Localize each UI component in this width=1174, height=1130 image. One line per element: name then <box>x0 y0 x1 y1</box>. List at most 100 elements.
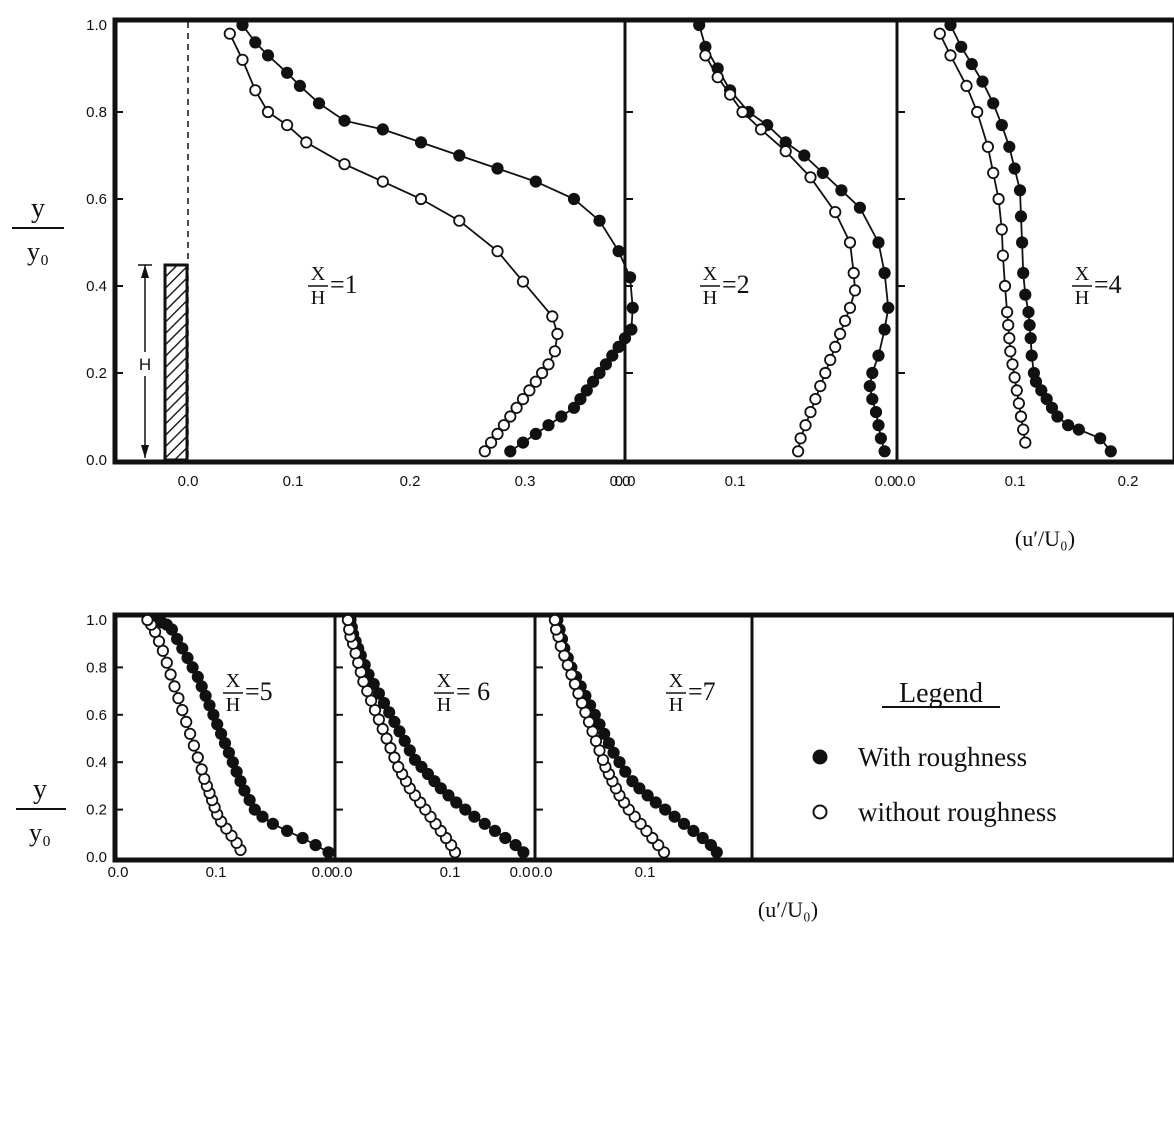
annotation-ratio: XH =2 <box>700 263 750 309</box>
data-point-with-roughness <box>866 392 879 406</box>
data-point-with-roughness <box>659 803 672 816</box>
bottom-x-axis-title: (u′/U₀) <box>758 897 818 922</box>
data-point-with-roughness <box>626 775 639 788</box>
data-point-with-roughness <box>1040 392 1053 406</box>
data-point-with-roughness <box>388 715 401 729</box>
data-point-with-roughness <box>266 817 279 830</box>
data-point-with-roughness <box>243 793 256 807</box>
annotation-numerator: X <box>703 263 718 285</box>
data-point-with-roughness <box>478 817 491 830</box>
data-point-with-roughness <box>626 301 639 314</box>
series-line-without-roughness <box>228 33 559 452</box>
data-point-without-roughness <box>1017 423 1030 436</box>
data-point-without-roughness <box>529 375 542 388</box>
data-point-without-roughness <box>824 353 837 366</box>
annotation-ratio: XH =1 <box>308 263 358 309</box>
x-tick-label: 0.2 <box>400 473 421 490</box>
x-tick-label: 0.0 <box>510 864 531 881</box>
data-point-with-roughness <box>450 796 463 809</box>
data-point-without-roughness <box>779 145 792 158</box>
data-point-without-roughness <box>711 71 724 84</box>
bottom-y-axis-title: y y₀ <box>16 774 66 847</box>
data-point-with-roughness <box>393 725 406 738</box>
data-point-without-roughness <box>261 105 275 119</box>
data-point-with-roughness <box>633 782 646 795</box>
data-point-with-roughness <box>567 192 581 206</box>
data-point-with-roughness <box>835 184 848 197</box>
data-point-with-roughness <box>1019 288 1032 301</box>
data-point-without-roughness <box>996 249 1010 262</box>
data-point-with-roughness <box>567 401 581 414</box>
data-point-without-roughness <box>453 214 466 227</box>
data-point-with-roughness <box>408 753 422 766</box>
data-point-without-roughness <box>1006 358 1019 371</box>
annotation-numerator: X <box>437 670 452 692</box>
data-point-without-roughness <box>847 266 860 280</box>
data-point-without-roughness <box>1000 305 1014 319</box>
data-point-with-roughness <box>612 340 625 353</box>
data-point-with-roughness <box>623 271 637 284</box>
data-point-with-roughness <box>872 349 885 362</box>
data-point-without-roughness <box>187 739 200 752</box>
data-point-without-roughness <box>960 79 973 93</box>
data-point-with-roughness <box>593 214 606 227</box>
x-tick-label: 0.0 <box>108 864 129 881</box>
data-point-with-roughness <box>976 75 989 88</box>
data-point-with-roughness <box>606 349 619 362</box>
data-point-with-roughness <box>599 358 613 371</box>
data-point-without-roughness <box>168 680 181 693</box>
data-point-with-roughness <box>256 810 269 823</box>
data-point-without-roughness <box>843 236 857 249</box>
data-point-with-roughness <box>869 405 883 419</box>
data-point-with-roughness <box>414 136 428 149</box>
data-point-without-roughness <box>799 419 812 432</box>
data-point-without-roughness <box>484 436 498 449</box>
data-point-without-roughness <box>992 192 1005 206</box>
data-point-with-roughness <box>955 40 968 53</box>
data-point-without-roughness <box>804 405 817 419</box>
top-ylabel-num: y <box>31 193 45 224</box>
data-point-without-roughness <box>944 49 957 62</box>
data-point-with-roughness <box>641 789 654 802</box>
data-point-with-roughness <box>280 824 294 838</box>
data-point-with-roughness <box>1062 419 1075 432</box>
data-point-with-roughness <box>1045 401 1059 414</box>
data-point-with-roughness <box>176 642 189 655</box>
y-tick-label: 0.6 <box>86 191 107 208</box>
data-point-without-roughness <box>535 366 549 380</box>
data-point-with-roughness <box>509 838 522 852</box>
data-point-with-roughness <box>816 166 829 179</box>
data-point-without-roughness <box>804 171 817 184</box>
x-tick-label: 0.0 <box>332 864 353 881</box>
data-point-without-roughness <box>1002 318 1015 332</box>
annotation-numerator: X <box>226 670 241 692</box>
data-point-with-roughness <box>613 756 626 769</box>
data-point-with-roughness <box>618 332 632 345</box>
data-point-without-roughness <box>300 136 313 149</box>
x-tick-label: 0.1 <box>283 473 304 490</box>
data-point-without-roughness <box>548 345 562 358</box>
data-point-without-roughness <box>699 49 712 62</box>
annotation-denominator: H <box>1075 287 1089 309</box>
data-point-with-roughness <box>649 796 662 809</box>
data-point-with-roughness <box>580 384 593 397</box>
data-point-with-roughness <box>607 746 620 759</box>
data-point-with-roughness <box>853 201 867 214</box>
data-point-with-roughness <box>602 737 616 750</box>
data-point-with-roughness <box>504 445 517 458</box>
data-point-without-roughness <box>160 656 173 669</box>
annotation-denominator: H <box>311 287 325 309</box>
data-point-without-roughness <box>180 715 193 729</box>
data-point-with-roughness <box>322 846 335 859</box>
data-point-with-roughness <box>995 119 1008 132</box>
panel-6: 0.0 0.1 XH =7 <box>532 613 723 881</box>
data-point-with-roughness <box>453 149 466 162</box>
data-point-without-roughness <box>510 401 523 414</box>
data-point-with-roughness <box>491 162 504 175</box>
data-point-with-roughness <box>944 18 957 32</box>
x-tick-label: 0.0 <box>610 473 631 490</box>
data-point-without-roughness <box>551 327 564 340</box>
x-tick-label: 0.1 <box>725 473 746 490</box>
obstacle: H <box>134 22 189 462</box>
